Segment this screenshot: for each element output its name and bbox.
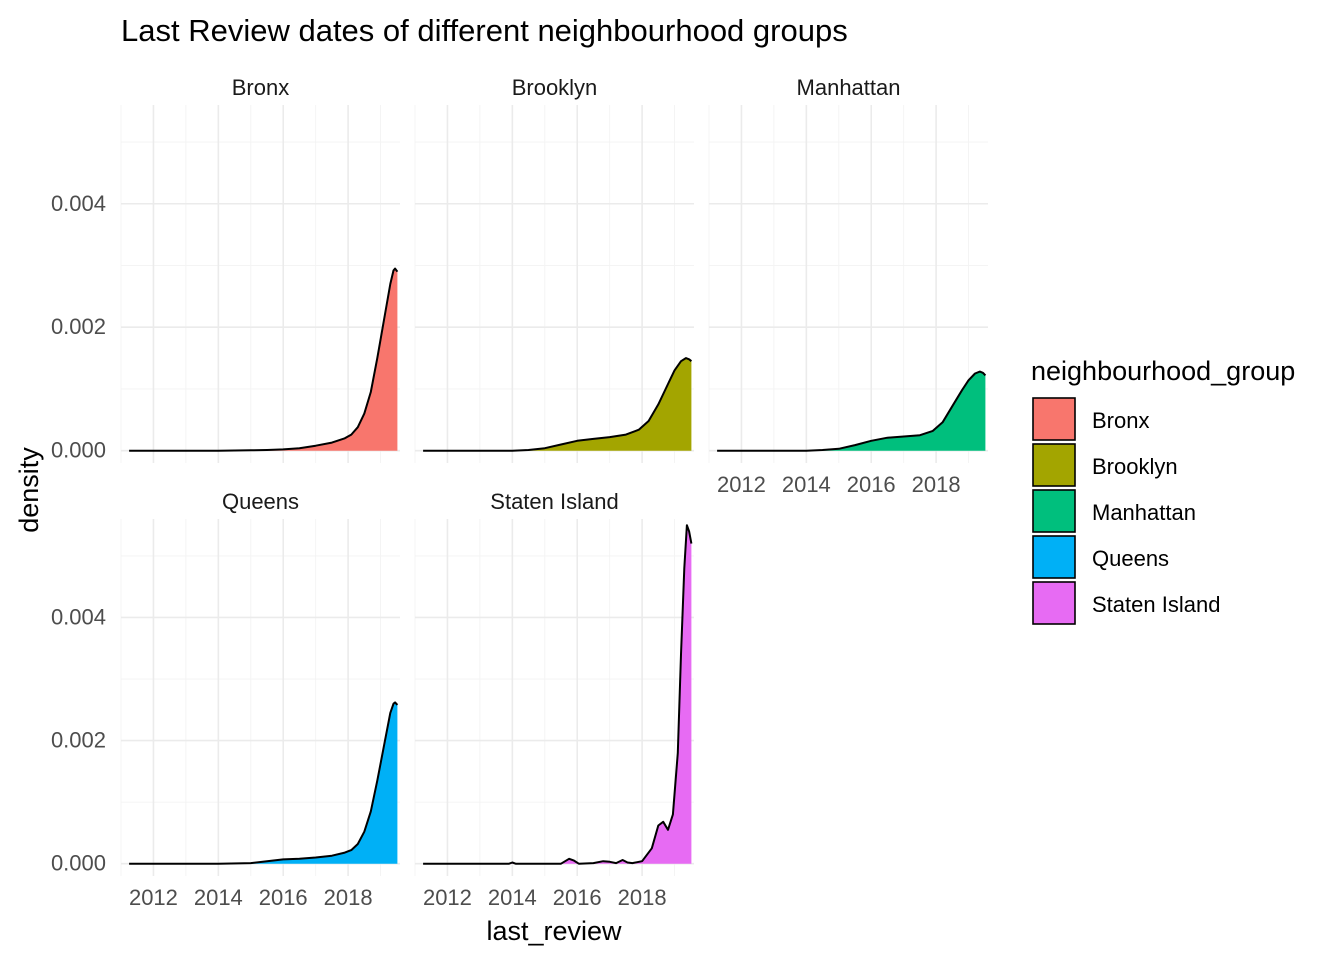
gridlines xyxy=(120,519,400,876)
legend-swatch xyxy=(1032,535,1076,579)
x-axis-title: last_review xyxy=(486,916,622,946)
panel-strip-label: Staten Island xyxy=(490,489,618,514)
legend-swatch xyxy=(1032,397,1076,441)
legend-item-queens: Queens xyxy=(1032,535,1169,579)
gridlines xyxy=(414,105,694,463)
legend-label: Brooklyn xyxy=(1092,454,1178,479)
panel-strip-label: Manhattan xyxy=(797,75,901,100)
panel-strip-label: Bronx xyxy=(232,75,289,100)
density-area-brooklyn xyxy=(423,358,692,451)
x-tick-label: 2012 xyxy=(717,472,766,497)
density-line-brooklyn xyxy=(423,357,693,452)
y-tick-label: 0.002 xyxy=(51,314,106,339)
legend-title: neighbourhood_group xyxy=(1031,356,1295,386)
legend-label: Staten Island xyxy=(1092,592,1220,617)
y-axis-title: density xyxy=(14,447,44,533)
panel-queens: Queens 2012 2014 2016 2018 0.000 0.002 0.004 xyxy=(51,489,400,910)
x-tick-label: 2012 xyxy=(129,885,178,910)
panel-manhattan: Manhattan 2012 2014 2016 2018 xyxy=(708,75,988,497)
density-area-bronx xyxy=(129,268,398,451)
panel-staten-island: Staten Island 2012 2014 2016 2018 xyxy=(414,489,694,910)
gridlines xyxy=(120,105,400,463)
legend-item-staten-island: Staten Island xyxy=(1032,581,1220,625)
legend-swatch xyxy=(1032,443,1076,487)
legend-label: Queens xyxy=(1092,546,1169,571)
x-tick-label: 2014 xyxy=(782,472,831,497)
density-line-bronx xyxy=(129,267,399,452)
legend-label: Bronx xyxy=(1092,408,1149,433)
density-area-queens xyxy=(129,702,398,864)
y-tick-label: 0.002 xyxy=(51,728,106,753)
x-tick-label: 2014 xyxy=(488,885,537,910)
x-tick-label: 2018 xyxy=(618,885,667,910)
y-tick-label: 0.004 xyxy=(51,191,106,216)
x-tick-label: 2016 xyxy=(553,885,602,910)
panel-brooklyn: Brooklyn xyxy=(414,75,694,463)
y-tick-label: 0.000 xyxy=(51,851,106,876)
density-line-manhattan xyxy=(717,370,987,452)
panel-strip-label: Queens xyxy=(222,489,299,514)
density-area-staten-island xyxy=(423,525,692,864)
legend-item-bronx: Bronx xyxy=(1032,397,1149,441)
panel-bronx: Bronx 0.000 0.002 0.004 xyxy=(51,75,400,463)
chart-title: Last Review dates of different neighbour… xyxy=(121,13,848,48)
x-tick-label: 2016 xyxy=(847,472,896,497)
panels-layer: Bronx 0.000 0.002 0.004 Brooklyn Manhattan 201… xyxy=(51,75,988,910)
x-tick-label: 2016 xyxy=(259,885,308,910)
y-tick-label: 0.004 xyxy=(51,604,106,629)
x-tick-label: 2018 xyxy=(912,472,961,497)
x-tick-label: 2014 xyxy=(194,885,243,910)
legend-swatch xyxy=(1032,581,1076,625)
density-line-staten-island xyxy=(423,524,693,865)
gridlines xyxy=(708,105,988,463)
legend-item-brooklyn: Brooklyn xyxy=(1032,443,1178,487)
legend-swatch xyxy=(1032,489,1076,533)
panel-strip-label: Brooklyn xyxy=(512,75,598,100)
x-tick-label: 2018 xyxy=(324,885,373,910)
legend: neighbourhood_group Bronx Brooklyn Manhatt… xyxy=(1031,356,1295,625)
density-line-queens xyxy=(129,701,399,865)
y-tick-label: 0.000 xyxy=(51,438,106,463)
density-area-manhattan xyxy=(717,371,986,451)
legend-label: Manhattan xyxy=(1092,500,1196,525)
x-tick-label: 2012 xyxy=(423,885,472,910)
legend-item-manhattan: Manhattan xyxy=(1032,489,1196,533)
gridlines xyxy=(414,519,694,876)
